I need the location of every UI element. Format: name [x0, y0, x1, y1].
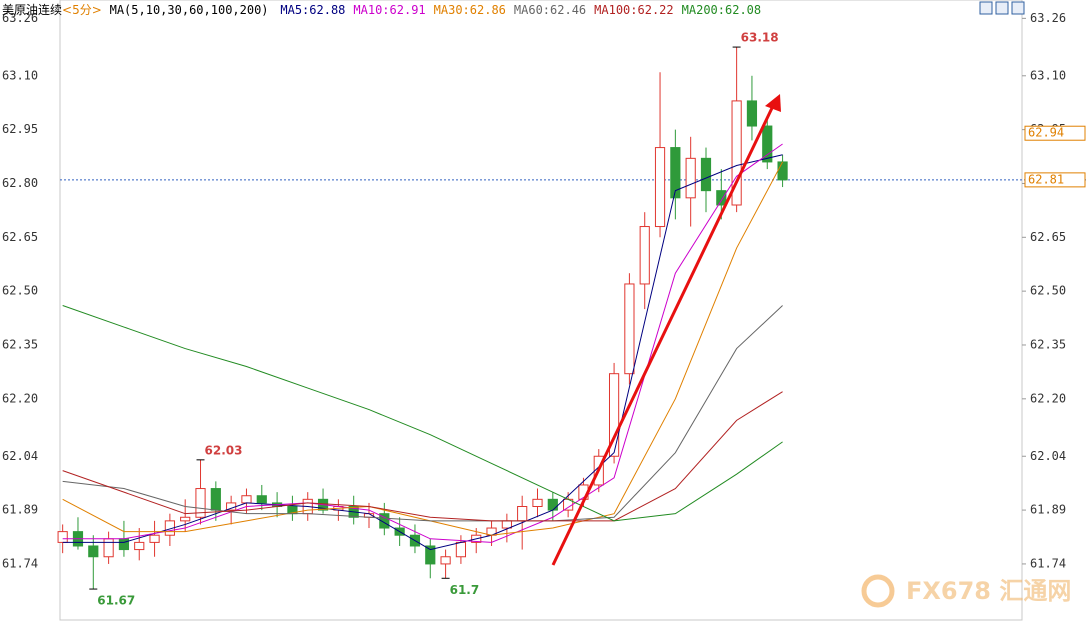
candle-body	[440, 556, 451, 565]
plot-frame	[59, 0, 1023, 621]
y-tick-label-left: 62.65	[2, 230, 38, 244]
candle-body	[639, 226, 650, 285]
y-tick-label-left: 62.95	[2, 122, 38, 136]
candle-body	[762, 125, 773, 163]
y-tick-label-left: 62.50	[2, 284, 38, 298]
header: 美原油连续<5分> MA(5,10,30,60,100,200) MA5:62.…	[2, 1, 761, 18]
legend-entry: MA5:62.88	[280, 3, 346, 17]
candle-body	[57, 531, 68, 543]
y-tick-label-left: 62.35	[2, 337, 38, 351]
ma-line	[62, 143, 783, 543]
candle-body	[624, 283, 635, 375]
ma-line	[62, 154, 783, 551]
extreme-label: 61.67	[97, 594, 135, 608]
candle-body	[517, 506, 528, 522]
candle-body	[532, 498, 543, 508]
legend-entry: MA10:62.91	[353, 3, 426, 17]
price-label-box	[1024, 172, 1086, 188]
y-tick-label-right: 63.10	[1030, 68, 1066, 82]
candle-body	[379, 513, 390, 529]
candle-body	[134, 541, 145, 551]
watermark-logo	[861, 574, 895, 608]
legend-entry: MA100:62.22	[594, 3, 674, 17]
arrow-head	[765, 94, 781, 112]
y-tick-label-right: 62.35	[1030, 337, 1066, 351]
symbol: 美原油连续	[2, 3, 63, 17]
price-label: 62.81	[1028, 172, 1064, 186]
price-label-box	[1024, 125, 1086, 141]
candle-body	[195, 488, 206, 518]
y-tick-label-right: 62.50	[1030, 284, 1066, 298]
y-tick-label-right: 63.26	[1030, 11, 1066, 25]
candle-body	[608, 373, 620, 457]
y-tick-label-right: 61.89	[1030, 503, 1066, 517]
toolbar-icons	[979, 1, 1025, 15]
legend-entry: MA30:62.86	[433, 3, 506, 17]
icon[interactable]	[995, 1, 1009, 15]
ma-line	[62, 305, 783, 522]
legend: MA5:62.88 MA10:62.91 MA30:62.86 MA60:62.46 M…	[272, 3, 761, 17]
candle-body	[716, 190, 727, 206]
candle-body	[731, 100, 742, 206]
candle-body	[700, 157, 712, 192]
candle-body	[501, 520, 512, 529]
candle-body	[425, 545, 436, 565]
candle-body	[149, 534, 160, 543]
y-tick-label-left: 63.26	[2, 11, 38, 25]
y-tick-label-left: 61.74	[2, 556, 38, 570]
candle-body	[685, 157, 696, 199]
candle-body	[455, 541, 467, 558]
arrow-shaft	[551, 107, 774, 566]
y-tick-label-left: 62.80	[2, 176, 38, 190]
candle-body	[180, 516, 191, 522]
watermark-text: FX678 汇通网	[906, 577, 1071, 605]
candle-body	[118, 538, 130, 551]
price-label: 62.94	[1028, 126, 1064, 140]
candle-body	[654, 147, 666, 228]
y-tick-label-left: 61.89	[2, 503, 38, 517]
icon[interactable]	[979, 1, 993, 15]
candle-body	[88, 545, 99, 558]
y-tick-label-left: 62.04	[2, 449, 38, 463]
period: <5分>	[62, 3, 102, 17]
candle-body	[210, 488, 221, 511]
watermark: FX678 汇通网	[861, 574, 1071, 608]
y-tick-label-right: 62.65	[1030, 230, 1066, 244]
candle-body	[241, 495, 252, 504]
legend-entry: MA60:62.46	[513, 3, 587, 17]
y-tick-label-right: 61.74	[1030, 556, 1066, 570]
candle-body	[103, 538, 114, 558]
extreme-label: 63.18	[741, 31, 779, 45]
extreme-label: 62.03	[205, 443, 243, 457]
legend-entry: MA200:62.08	[681, 3, 762, 17]
candle-body	[547, 498, 558, 511]
y-tick-label-right: 62.20	[1030, 391, 1066, 405]
candle-body	[746, 100, 758, 127]
candle-body	[670, 147, 681, 199]
candle-body	[777, 161, 788, 181]
extreme-label: 61.7	[450, 583, 480, 597]
ma-line	[62, 391, 783, 522]
trend-arrow	[551, 94, 781, 566]
y-tick-label-left: 62.20	[2, 391, 38, 405]
icon[interactable]	[1011, 1, 1025, 15]
y-tick-label-left: 63.10	[2, 68, 38, 82]
y-tick-label-right: 62.04	[1030, 449, 1066, 463]
candle-body	[256, 495, 267, 504]
indicator: MA(5,10,30,60,100,200)	[109, 3, 269, 17]
ma-line	[62, 305, 783, 522]
